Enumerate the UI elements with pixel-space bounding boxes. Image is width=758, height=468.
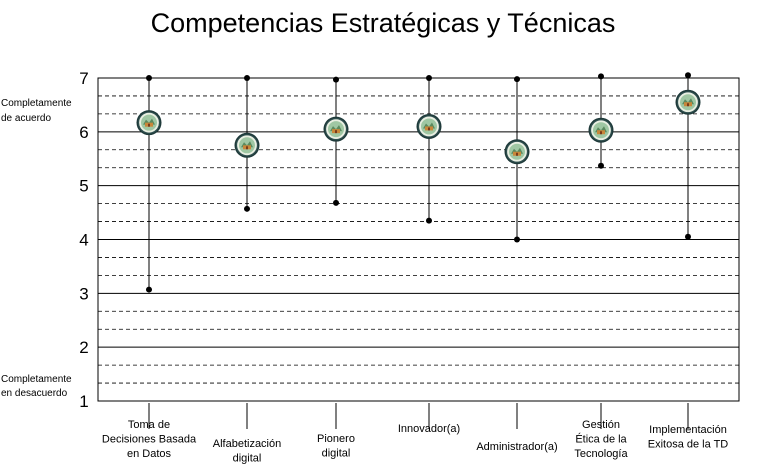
category-labels: Toma de Decisiones Basada en Datos Alfabeti… [102,419,728,465]
max-point [514,76,520,83]
school-crest-icon [504,139,530,165]
min-point [685,233,691,240]
school-crest-icon [323,116,349,142]
category-label: Administrador(a) [476,441,557,453]
scale-bottom-label-line2: en desacuerdo [1,388,68,399]
category-label: Implementación Exitosa de la TD [648,424,729,451]
school-crest-icon [136,110,162,136]
y-tick-label: 7 [79,69,88,88]
max-point [685,72,691,79]
category-label: Gestión Ética de la Tecnología [574,419,628,460]
max-point [146,75,152,81]
max-point [333,76,339,83]
y-tick-label: 4 [79,231,88,250]
category-label: Innovador(a) [398,423,460,435]
max-point [244,75,250,81]
y-tick-label: 1 [79,392,88,411]
school-crest-icon [675,89,701,115]
y-tick-label: 2 [79,338,88,357]
scale-top-label-line2: de acuerdo [1,113,51,124]
min-point [598,162,604,169]
plot-area-frame [97,77,740,402]
scale-bottom-label-line1: Completamente [1,374,72,385]
category-label: Alfabetización digital [213,438,282,465]
y-tick-label: 3 [79,284,88,303]
y-tick-label: 5 [79,177,88,196]
max-point [598,73,604,80]
series-layer [136,72,701,293]
school-crest-icon [234,132,260,158]
chart-title: Competencias Estratégicas y Técnicas [151,8,616,38]
y-axis-ticks: 1 2 3 4 5 6 7 [79,69,88,411]
min-point [146,286,152,293]
x-axis-ticks [148,403,689,429]
scale-anchor-labels: Completamente de acuerdo Completamente e… [1,98,72,399]
category-label: Pionero digital [317,433,355,460]
min-point [333,199,339,206]
scale-top-label-line1: Completamente [1,98,72,109]
y-tick-label: 6 [79,123,88,142]
category-label: Toma de Decisiones Basada en Datos [102,419,197,460]
school-crest-icon [416,113,442,139]
grid-layer [98,95,739,384]
min-point [426,217,432,224]
min-point [244,205,250,212]
school-crest-icon [588,117,614,143]
min-point [514,236,520,243]
max-point [426,75,432,81]
